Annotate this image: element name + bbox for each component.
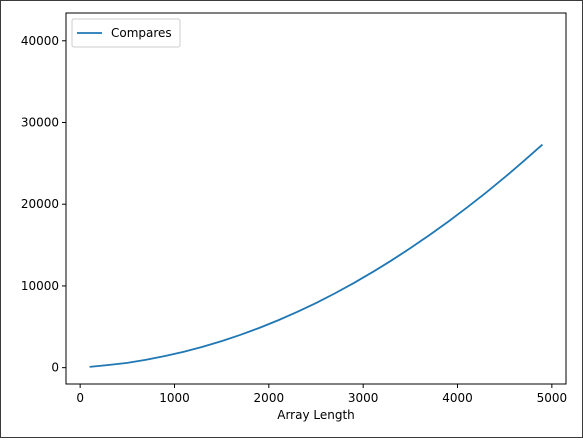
x-tick-label: 5000 <box>537 391 568 405</box>
x-tick-label: 2000 <box>254 391 285 405</box>
y-tick-label: 40000 <box>21 34 59 48</box>
x-tick-label: 1000 <box>159 391 190 405</box>
plot-area <box>65 12 567 385</box>
y-tick-label: 10000 <box>21 279 59 293</box>
x-tick-label: 4000 <box>442 391 473 405</box>
y-tick-label: 20000 <box>21 197 59 211</box>
x-tick-label: 0 <box>76 391 84 405</box>
y-tick-label: 0 <box>51 361 59 375</box>
x-axis-label: Array Length <box>277 408 355 422</box>
legend-box <box>71 18 181 48</box>
legend: Compares <box>71 18 181 48</box>
x-axis-ticks: 0 1000 2000 3000 4000 5000 <box>76 384 567 405</box>
y-tick-label: 30000 <box>21 116 59 130</box>
legend-label: Compares <box>111 26 172 40</box>
y-axis-ticks: 0 10000 20000 30000 40000 <box>21 34 66 375</box>
x-tick-label: 3000 <box>348 391 379 405</box>
series-line-compares <box>89 143 544 368</box>
